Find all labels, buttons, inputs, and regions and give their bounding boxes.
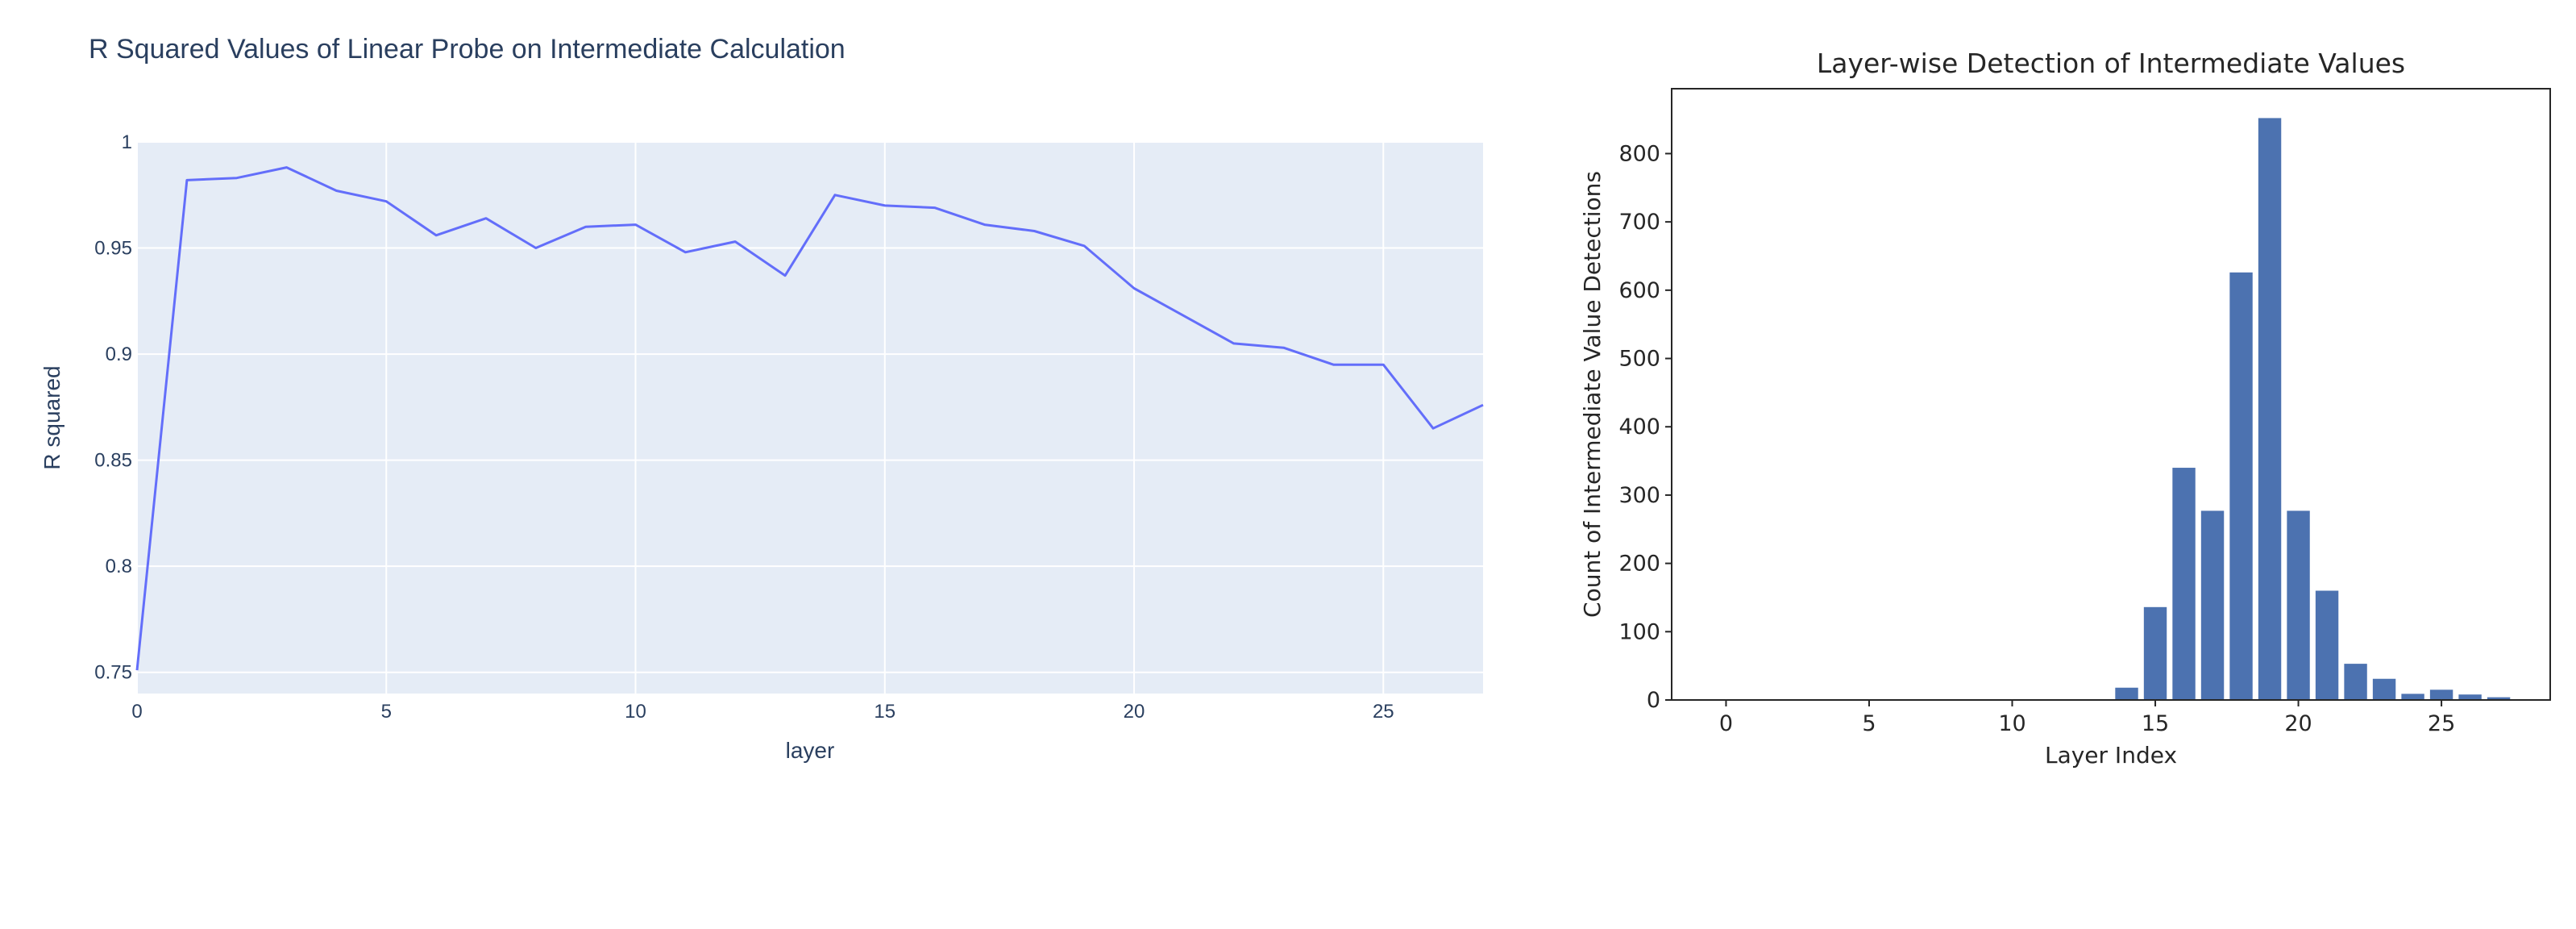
- y-tick-label: 0.8: [106, 556, 132, 577]
- bar: [2344, 664, 2367, 700]
- x-tick-label: 5: [1862, 711, 1876, 736]
- axes-frame: [1671, 88, 2551, 701]
- bar: [2487, 697, 2511, 700]
- bar: [2315, 590, 2339, 700]
- r-squared-series-line: [135, 166, 1484, 671]
- chart-title: Layer-wise Detection of Intermediate Val…: [1817, 48, 2405, 79]
- y-axis-label: Count of Intermediate Value Detections: [1579, 171, 1606, 618]
- x-tick-label: 5: [381, 701, 392, 723]
- y-tick-label: 200: [1618, 552, 1660, 577]
- x-tick-label: 25: [1373, 701, 1394, 723]
- x-tick-label: 15: [2142, 711, 2169, 736]
- y-tick-label: 0.75: [94, 662, 132, 684]
- x-axis-label: layer: [786, 738, 835, 763]
- x-tick-label: 20: [2284, 711, 2312, 736]
- bar: [2172, 468, 2196, 700]
- x-tick-label: 0: [131, 701, 142, 723]
- y-tick-label: 100: [1618, 619, 1660, 644]
- y-tick-label: 0.95: [94, 238, 132, 260]
- r-squared-line-chart: 0 5 10 15 20 25 0.75 0.8 0.85 0.9 0.95 1 R Squared V…: [39, 34, 1484, 763]
- x-tick-label: 20: [1124, 701, 1145, 723]
- y-tick-label: 700: [1618, 210, 1660, 235]
- detection-bar-chart: 0 5 10 15 20 25 0 100 200 300 400 500 600 700 800 Layer…: [1579, 48, 2551, 769]
- y-tick-label: 600: [1618, 278, 1660, 303]
- bar: [2401, 694, 2424, 700]
- y-tick-label: 0.9: [106, 344, 132, 365]
- x-tick-label: 0: [1719, 711, 1733, 736]
- bar: [2258, 118, 2282, 701]
- y-tick-label: 500: [1618, 347, 1660, 372]
- y-tick-label: 800: [1618, 141, 1660, 166]
- y-tick-label: 0.85: [94, 450, 132, 472]
- y-tick-label: 300: [1618, 483, 1660, 508]
- bar: [2143, 606, 2167, 700]
- bar: [2115, 687, 2138, 700]
- bar: [2200, 510, 2225, 700]
- x-axis-label: Layer Index: [2045, 742, 2177, 769]
- bar: [2372, 678, 2396, 700]
- chart-title: R Squared Values of Linear Probe on Inte…: [89, 34, 846, 65]
- x-tick-label: 10: [1998, 711, 2025, 736]
- bar: [2287, 510, 2310, 700]
- x-tick-label: 25: [2428, 711, 2455, 736]
- y-tick-label: 0: [1647, 688, 1660, 713]
- x-tick-label: 15: [874, 701, 895, 723]
- y-tick-label: 400: [1618, 415, 1660, 440]
- y-axis-label: R squared: [39, 365, 64, 469]
- x-tick-label: 10: [625, 701, 646, 723]
- bar: [2429, 689, 2453, 700]
- bar: [2229, 272, 2253, 700]
- y-tick-label: 1: [122, 131, 132, 153]
- bar: [2458, 694, 2482, 700]
